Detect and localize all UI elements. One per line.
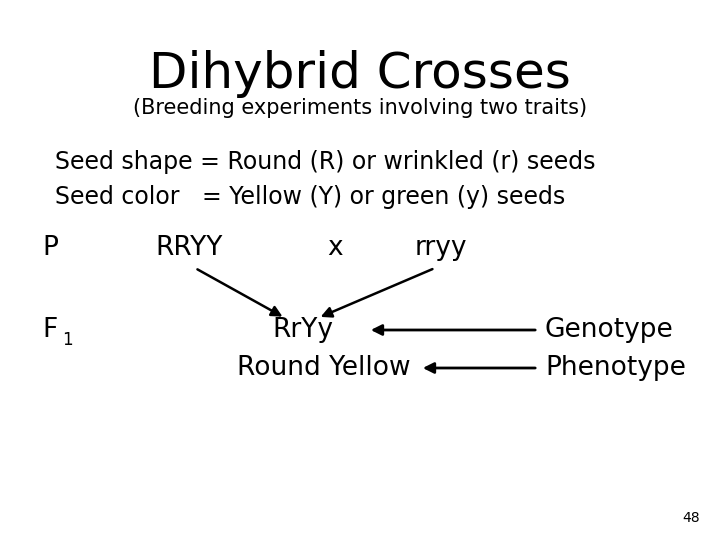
Text: RrYy: RrYy bbox=[272, 317, 333, 343]
Text: Phenotype: Phenotype bbox=[545, 355, 686, 381]
Text: (Breeding experiments involving two traits): (Breeding experiments involving two trai… bbox=[133, 98, 587, 118]
Text: Seed color   = Yellow (Y) or green (y) seeds: Seed color = Yellow (Y) or green (y) see… bbox=[55, 185, 565, 209]
Text: F: F bbox=[42, 317, 58, 343]
Text: P: P bbox=[42, 235, 58, 261]
Text: rryy: rryy bbox=[415, 235, 467, 261]
Text: Seed shape = Round (R) or wrinkled (r) seeds: Seed shape = Round (R) or wrinkled (r) s… bbox=[55, 150, 595, 174]
Text: x: x bbox=[327, 235, 343, 261]
Text: RRYY: RRYY bbox=[155, 235, 222, 261]
Text: Round Yellow: Round Yellow bbox=[237, 355, 410, 381]
Text: 48: 48 bbox=[683, 511, 700, 525]
Text: 1: 1 bbox=[62, 331, 73, 349]
Text: Dihybrid Crosses: Dihybrid Crosses bbox=[149, 50, 571, 98]
Text: Genotype: Genotype bbox=[545, 317, 674, 343]
